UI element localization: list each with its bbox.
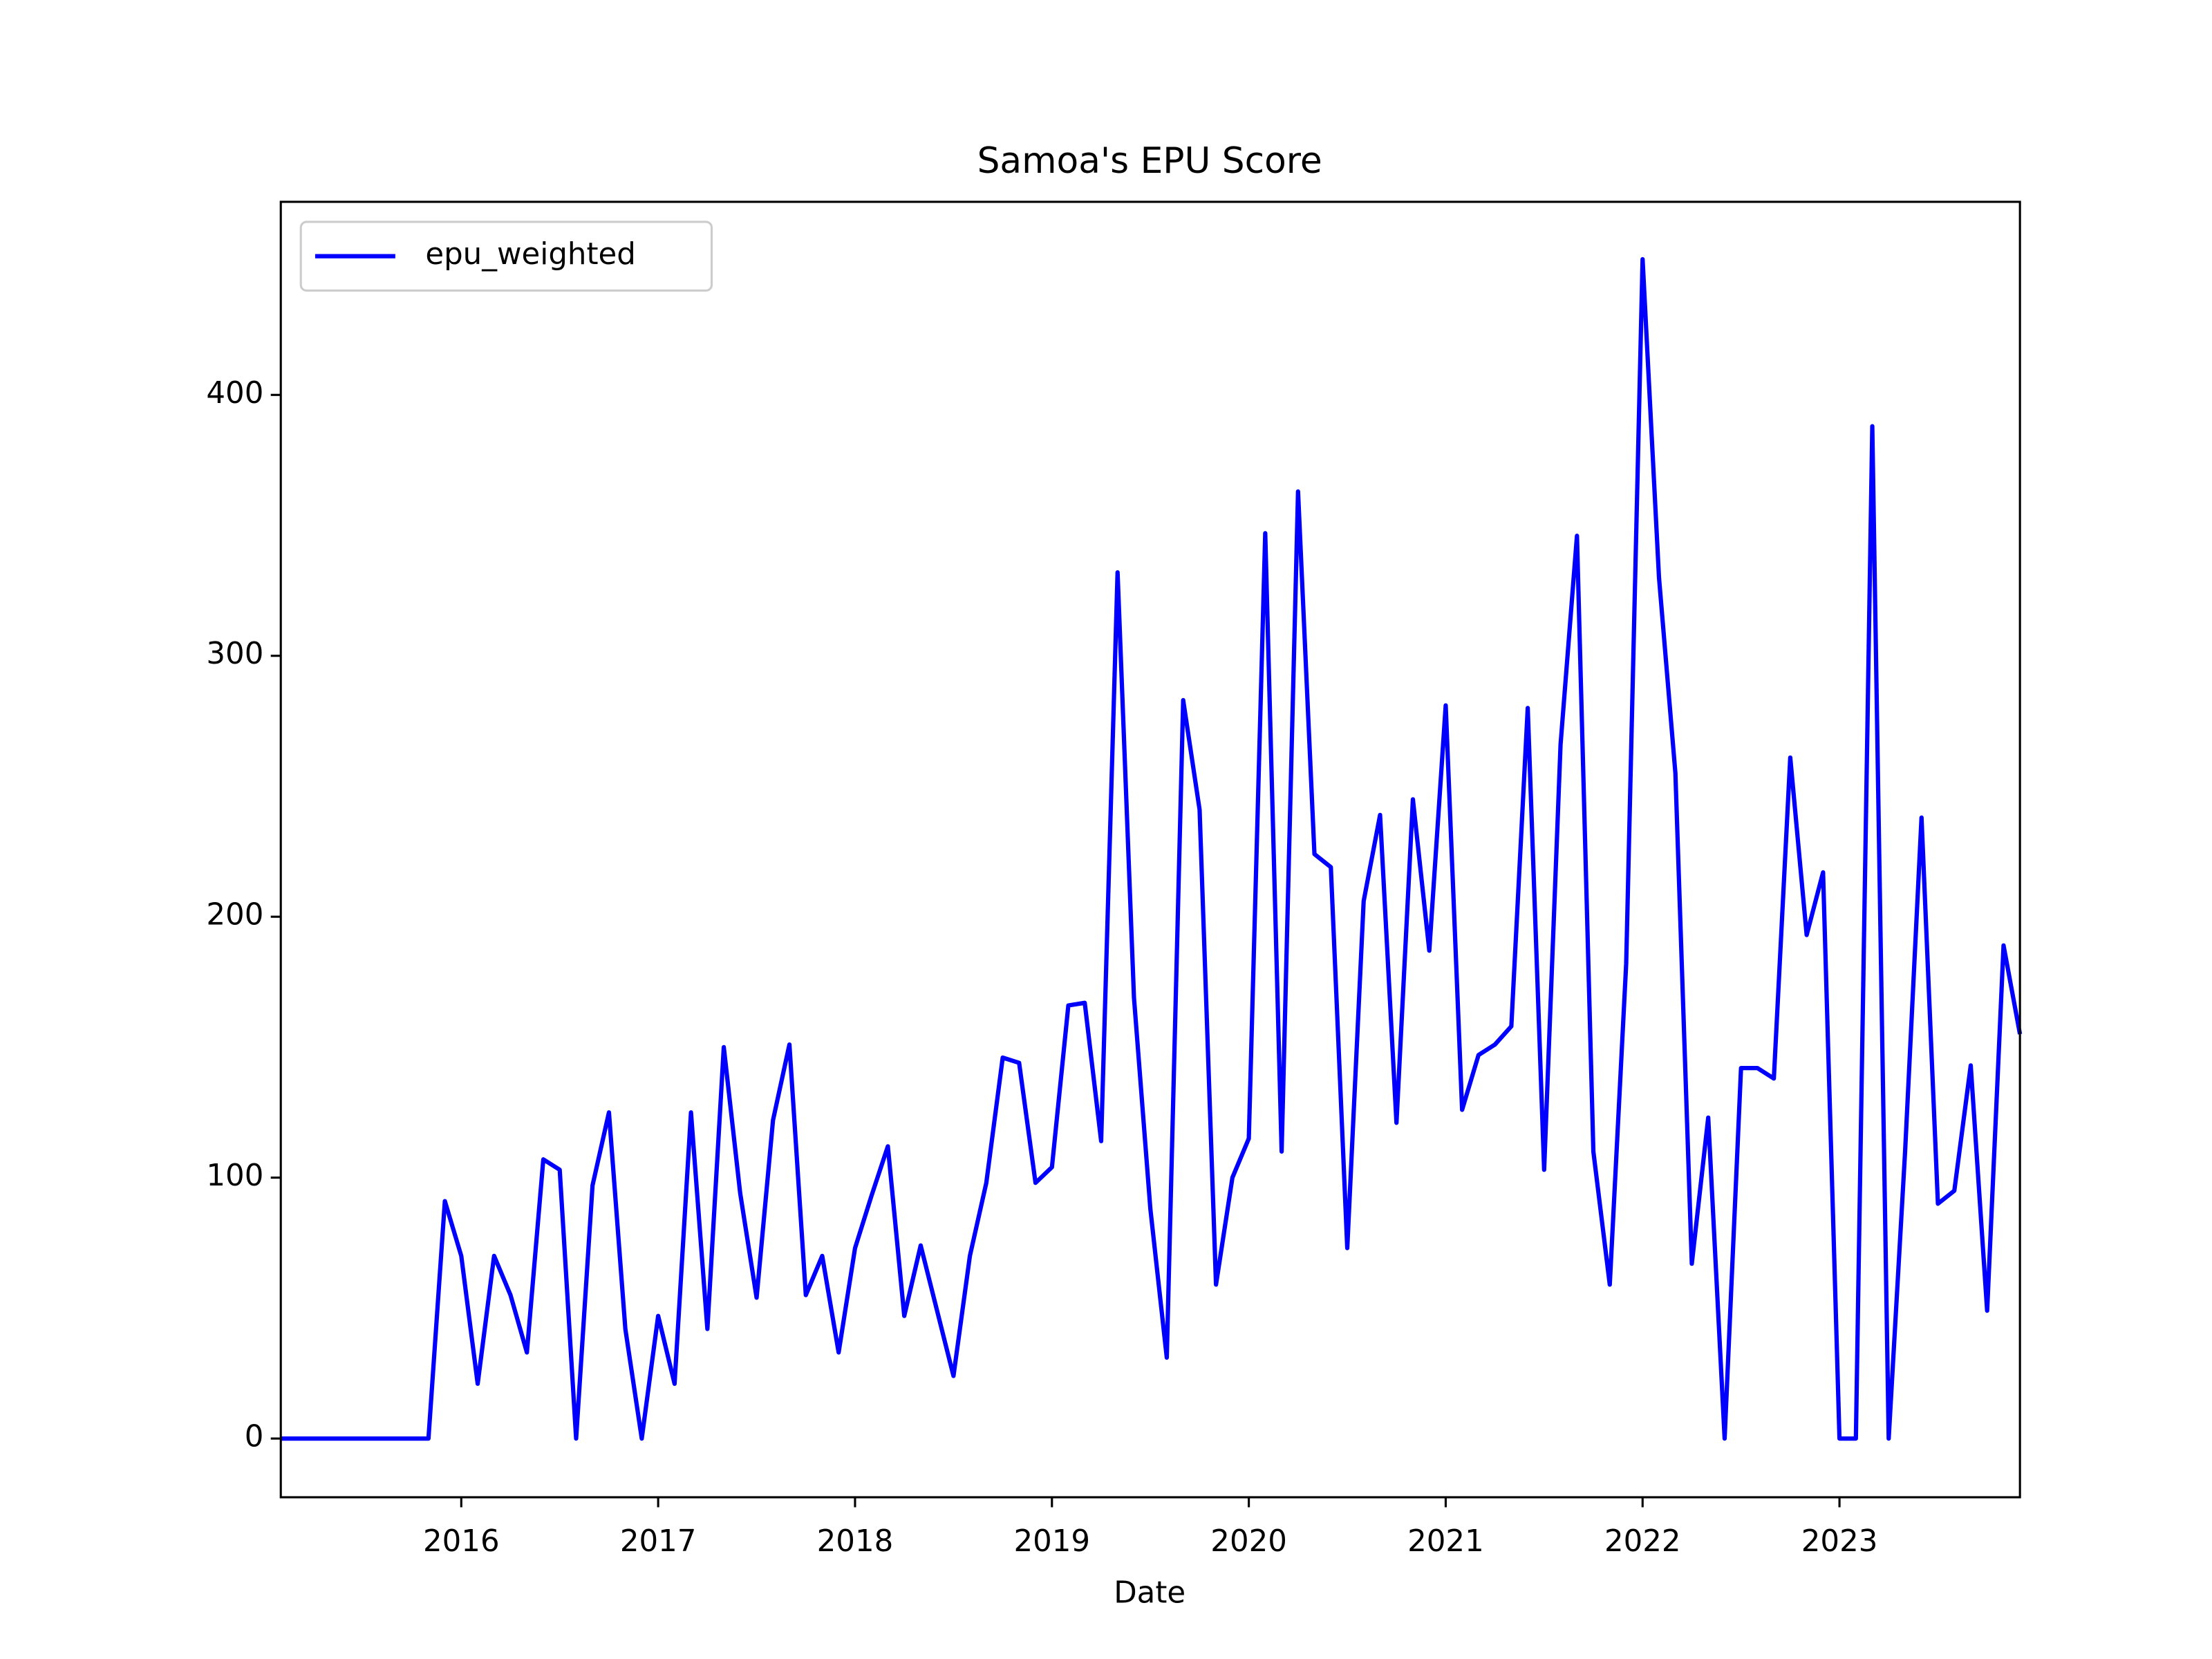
x-tick-label: 2016 bbox=[423, 1524, 500, 1559]
y-tick-label: 200 bbox=[206, 898, 263, 932]
x-tick-label: 2023 bbox=[1801, 1524, 1878, 1559]
x-tick-label: 2017 bbox=[620, 1524, 697, 1559]
y-tick-label: 400 bbox=[206, 376, 263, 411]
data-line bbox=[281, 256, 2023, 1441]
y-tick-label: 100 bbox=[206, 1159, 263, 1193]
legend-label: epu_weighted bbox=[425, 237, 636, 272]
legend-box bbox=[299, 221, 713, 292]
x-tick-label: 2021 bbox=[1407, 1524, 1484, 1559]
y-tick-label: 300 bbox=[206, 637, 263, 671]
plot-frame bbox=[279, 200, 2021, 1499]
x-tick-label: 2018 bbox=[817, 1524, 894, 1559]
x-axis-label: Date bbox=[1114, 1575, 1185, 1610]
x-tick-label: 2022 bbox=[1604, 1524, 1681, 1559]
x-tick-label: 2019 bbox=[1013, 1524, 1090, 1559]
chart-title: Samoa's EPU Score bbox=[977, 140, 1322, 182]
x-tick-label: 2020 bbox=[1210, 1524, 1287, 1559]
y-tick-label: 0 bbox=[245, 1420, 264, 1454]
